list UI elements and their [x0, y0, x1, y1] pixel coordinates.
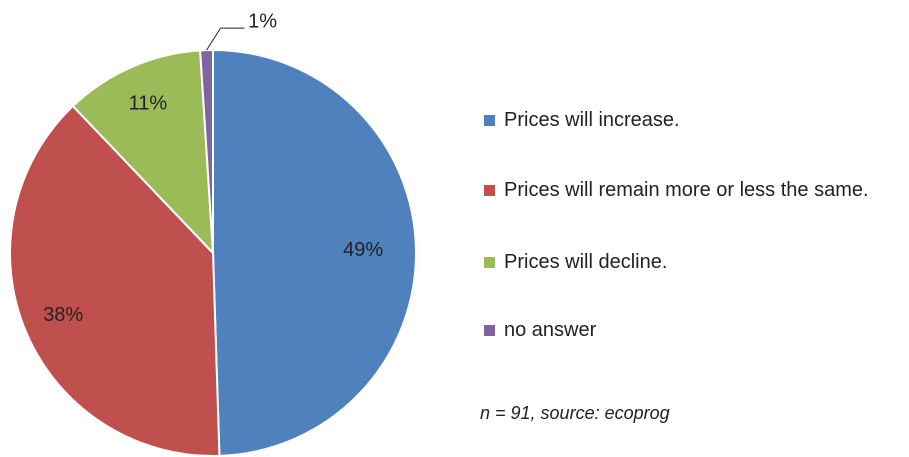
legend-label: Prices will decline. — [504, 251, 668, 273]
legend-item: Prices will increase. — [484, 105, 904, 136]
pie-slice — [9, 104, 221, 457]
note: n = 91, source: ecoprog — [480, 403, 670, 423]
legend-label: Prices will increase. — [504, 109, 680, 131]
legend-swatch — [484, 257, 495, 268]
data-label: 11% — [129, 93, 168, 115]
data-label: 49% — [343, 239, 383, 261]
legend-swatch — [484, 325, 495, 336]
legend-label: no answer — [504, 319, 597, 341]
data-label: 1% — [248, 10, 277, 32]
pie-slice — [212, 48, 417, 457]
leader-line — [206, 27, 245, 51]
legend-item: Prices will remain more or less the same… — [484, 175, 904, 206]
legend-swatch — [484, 185, 495, 196]
legend-label: Prices will remain more or less the same… — [504, 179, 869, 201]
legend-item: no answer — [484, 315, 904, 346]
legend-swatch — [484, 115, 495, 126]
data-label: 38% — [43, 304, 83, 326]
legend-item: Prices will decline. — [484, 247, 904, 278]
pie-slice — [71, 49, 215, 256]
